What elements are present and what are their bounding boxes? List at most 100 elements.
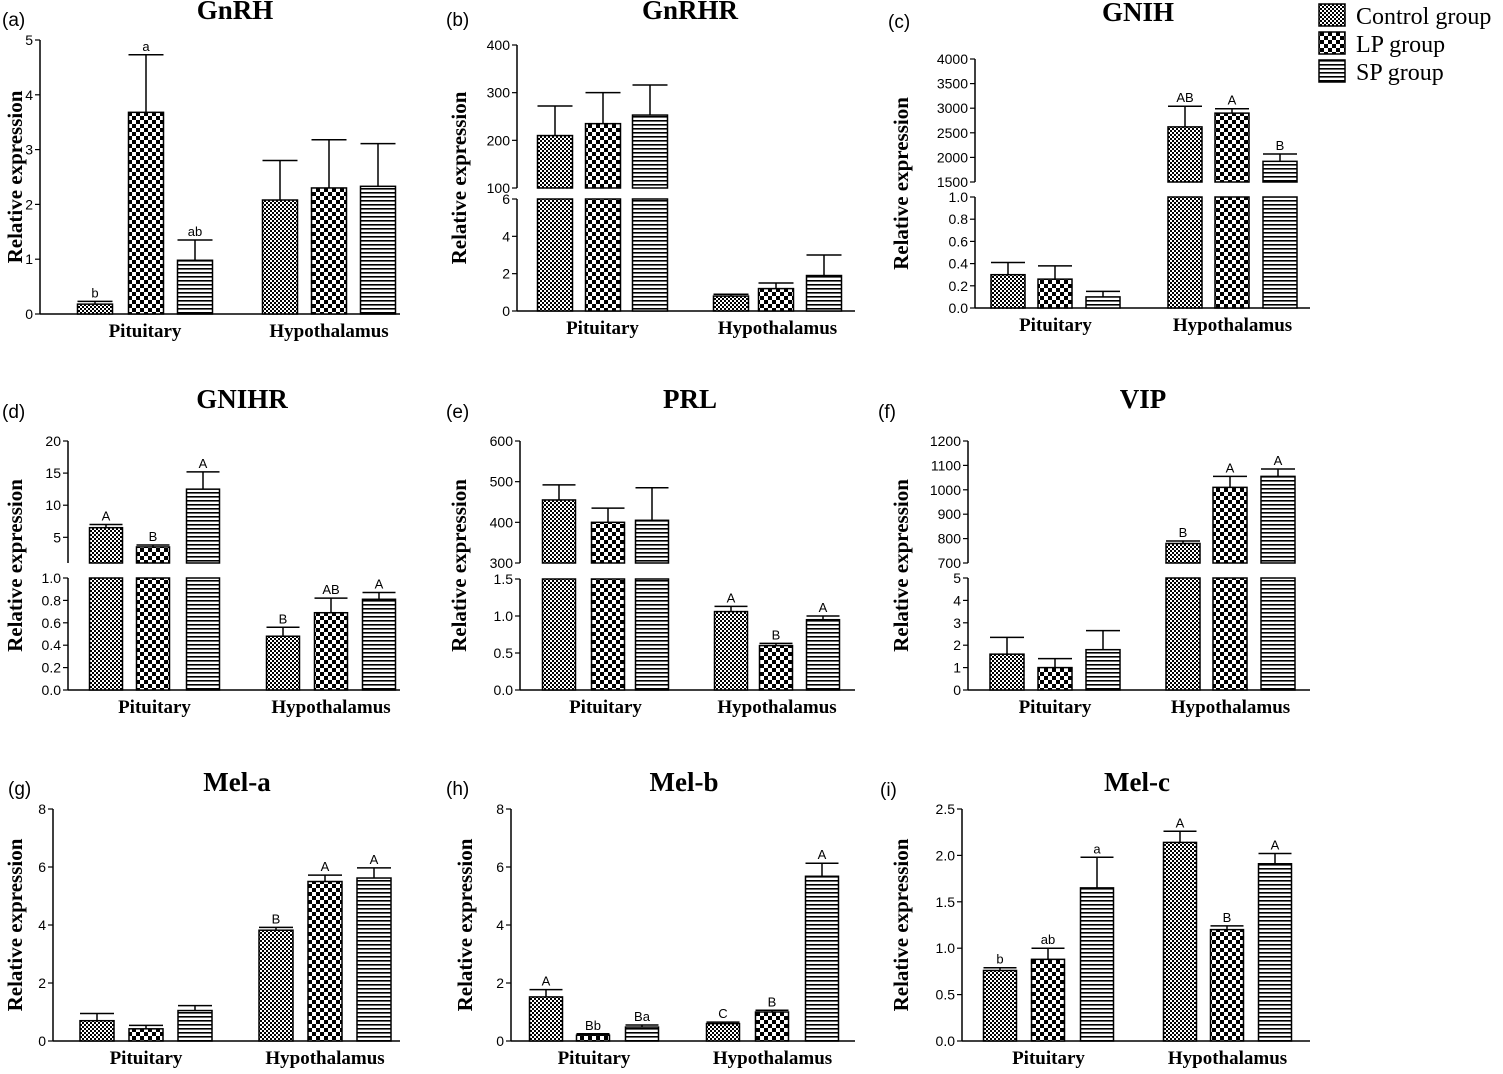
significance-label: Ba <box>634 1009 651 1024</box>
bar-hypothalamus-lp-group <box>754 1011 790 1042</box>
significance-label: b <box>996 952 1003 967</box>
panel-label: (h) <box>446 779 469 800</box>
panel-label: (e) <box>446 402 469 423</box>
bar-hypothalamus-sp-group <box>805 274 843 312</box>
significance-label: B <box>772 627 781 642</box>
significance-label: B <box>1223 910 1232 925</box>
x-tick-label-pituitary: Pituitary <box>1012 1048 1085 1069</box>
bar-hypothalamus-lp-group-upper <box>1212 486 1248 564</box>
panel-label: (b) <box>446 10 469 31</box>
panel-label: (g) <box>8 779 31 800</box>
panel-title: Mel-a <box>203 767 271 797</box>
y-tick-label-main: 0 <box>496 1033 504 1049</box>
bar-pituitary-lp-group-upper <box>590 521 626 564</box>
y-tick-label-lower: 1.0 <box>494 608 514 624</box>
y-tick-label-main: 2 <box>25 196 33 212</box>
x-tick-label-hypothalamus: Hypothalamus <box>271 697 390 718</box>
y-tick-label-upper: 100 <box>487 180 511 196</box>
y-tick-label-main: 4 <box>38 917 46 933</box>
significance-label: A <box>727 590 736 605</box>
y-tick-label-main: 4 <box>496 917 504 933</box>
bar-pituitary-sp-group <box>1085 296 1121 309</box>
y-tick-label-main: 0.0 <box>936 1033 956 1049</box>
bar-hypothalamus-control-group <box>265 635 301 691</box>
bar-pituitary-sp-group-lower <box>634 578 670 691</box>
bar-pituitary-control-group-lower <box>541 578 577 691</box>
bar-hypothalamus-lp-group <box>758 644 794 691</box>
y-tick-label-lower: 0.8 <box>949 211 969 227</box>
legend-label-lp: LP group <box>1356 32 1445 58</box>
y-tick-label-lower: 0 <box>502 303 510 319</box>
panel-label: (a) <box>2 10 25 31</box>
bar-hypothalamus-control-group <box>712 295 750 312</box>
bar-hypothalamus-lp-group-lower <box>1214 196 1250 309</box>
y-tick-label-main: 5 <box>25 32 33 48</box>
significance-label: A <box>375 577 384 592</box>
y-tick-label-lower: 0.6 <box>949 233 969 249</box>
bar-pituitary-lp-group-lower <box>584 198 622 312</box>
y-tick-label-lower: 1.5 <box>494 571 514 587</box>
y-tick-label-upper: 3500 <box>937 76 968 92</box>
y-tick-label-main: 3 <box>25 142 33 158</box>
y-axis-label: Relative expression <box>889 838 913 1011</box>
bar-hypothalamus-control-group <box>713 610 749 691</box>
significance-label: A <box>1176 815 1185 830</box>
bar-pituitary-lp-group-lower <box>590 578 626 691</box>
significance-label: A <box>818 847 827 862</box>
y-tick-label-lower: 0.8 <box>42 592 62 608</box>
panel-c: (c) GNIH Relative expression 0.0 0.2 0.4 0.6 0.… <box>888 0 1310 336</box>
y-tick-label-lower: 1.0 <box>42 570 62 586</box>
y-tick-label-main: 8 <box>496 801 504 817</box>
y-tick-label-lower: 4 <box>502 228 510 244</box>
y-tick-label-upper: 500 <box>490 474 514 490</box>
y-tick-label-upper: 1500 <box>937 174 968 190</box>
panel-label: (c) <box>888 12 910 33</box>
y-tick-label-main: 8 <box>38 801 46 817</box>
y-tick-label-main: 0 <box>38 1033 46 1049</box>
bar-pituitary-sp-group <box>176 259 214 315</box>
bar-hypothalamus-sp-group <box>805 618 841 691</box>
y-tick-label-upper: 1000 <box>930 482 961 498</box>
y-tick-label-main: 1 <box>25 251 33 267</box>
bar-hypothalamus-control-group <box>261 199 299 315</box>
y-tick-label-upper: 600 <box>490 433 514 449</box>
significance-label: A <box>542 974 551 989</box>
significance-label: B <box>279 611 288 626</box>
bar-pituitary-lp-group-upper <box>584 122 622 189</box>
panel-title: Mel-b <box>650 767 719 797</box>
y-tick-label-main: 0.5 <box>936 987 956 1003</box>
y-tick-label-upper: 400 <box>490 514 514 530</box>
y-axis-label: Relative expression <box>447 479 471 652</box>
legend-swatch-sp <box>1318 59 1346 83</box>
y-tick-label-upper: 1100 <box>931 457 961 473</box>
x-tick-label-pituitary: Pituitary <box>118 697 191 718</box>
y-axis-label: Relative expression <box>3 90 27 263</box>
bar-pituitary-control-group-lower <box>536 198 574 312</box>
bar-pituitary-control-group <box>990 273 1026 309</box>
legend-label-control: Control group <box>1356 4 1491 30</box>
y-tick-label-upper: 10 <box>45 497 61 513</box>
y-tick-label-lower: 0.4 <box>949 256 969 272</box>
significance-label: a <box>142 39 150 54</box>
x-tick-label-hypothalamus: Hypothalamus <box>717 697 836 718</box>
y-tick-label-main: 0 <box>25 306 33 322</box>
y-tick-label-lower: 4 <box>953 592 961 608</box>
y-tick-label-main: 2 <box>496 975 504 991</box>
significance-label: Bb <box>585 1018 601 1033</box>
y-tick-label-lower: 0.4 <box>42 637 62 653</box>
significance-label: a <box>1093 841 1101 856</box>
y-axis-label: Relative expression <box>3 479 27 652</box>
y-axis-label: Relative expression <box>3 838 27 1011</box>
y-tick-label-upper: 4000 <box>937 51 968 67</box>
bar-hypothalamus-sp-group-upper <box>1260 475 1296 564</box>
significance-label: ab <box>1041 932 1055 947</box>
significance-label: B <box>1276 138 1285 153</box>
x-tick-label-hypothalamus: Hypothalamus <box>718 318 837 339</box>
significance-label: b <box>91 285 98 300</box>
y-tick-label-main: 2 <box>38 975 46 991</box>
panel-i: (i) Mel-c Relative expression 0.0 0.5 1.0 1.5 2… <box>880 767 1310 1069</box>
significance-label: A <box>819 600 828 615</box>
panel-title: GNIH <box>1102 0 1174 27</box>
y-tick-label-lower: 2 <box>502 266 510 282</box>
